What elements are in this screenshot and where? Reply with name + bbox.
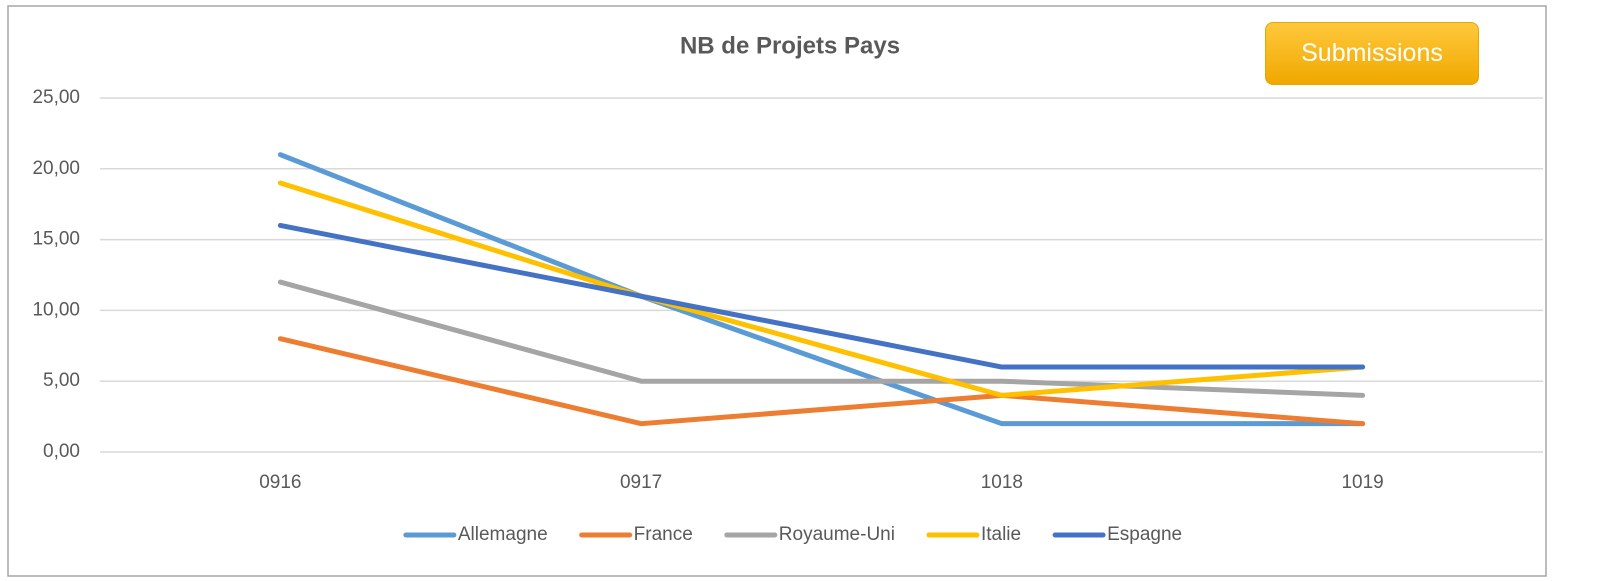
y-tick-label: 20,00	[32, 158, 80, 179]
legend-label: Italie	[981, 524, 1021, 545]
chart-border	[7, 5, 1547, 577]
series-line	[277, 152, 1366, 427]
legend-label: Allemagne	[458, 524, 548, 545]
chart-title: NB de Projets Pays	[680, 32, 900, 59]
series-line	[277, 279, 1366, 398]
series-line	[277, 336, 1366, 427]
x-tick-label: 1019	[1341, 472, 1383, 493]
legend-label: Royaume-Uni	[779, 524, 895, 545]
x-tick-label: 0917	[620, 472, 662, 493]
legend-label: France	[634, 524, 693, 545]
submissions-button[interactable]: Submissions	[1265, 22, 1479, 85]
legend-label: Espagne	[1107, 524, 1182, 545]
series-line	[277, 222, 1366, 370]
series-line	[277, 180, 1366, 398]
y-tick-label: 5,00	[43, 370, 80, 391]
y-tick-label: 0,00	[43, 441, 80, 462]
y-tick-label: 25,00	[32, 87, 80, 108]
y-tick-label: 10,00	[32, 299, 80, 320]
y-tick-label: 15,00	[32, 229, 80, 250]
x-tick-label: 1018	[981, 472, 1023, 493]
x-tick-label: 0916	[259, 472, 301, 493]
